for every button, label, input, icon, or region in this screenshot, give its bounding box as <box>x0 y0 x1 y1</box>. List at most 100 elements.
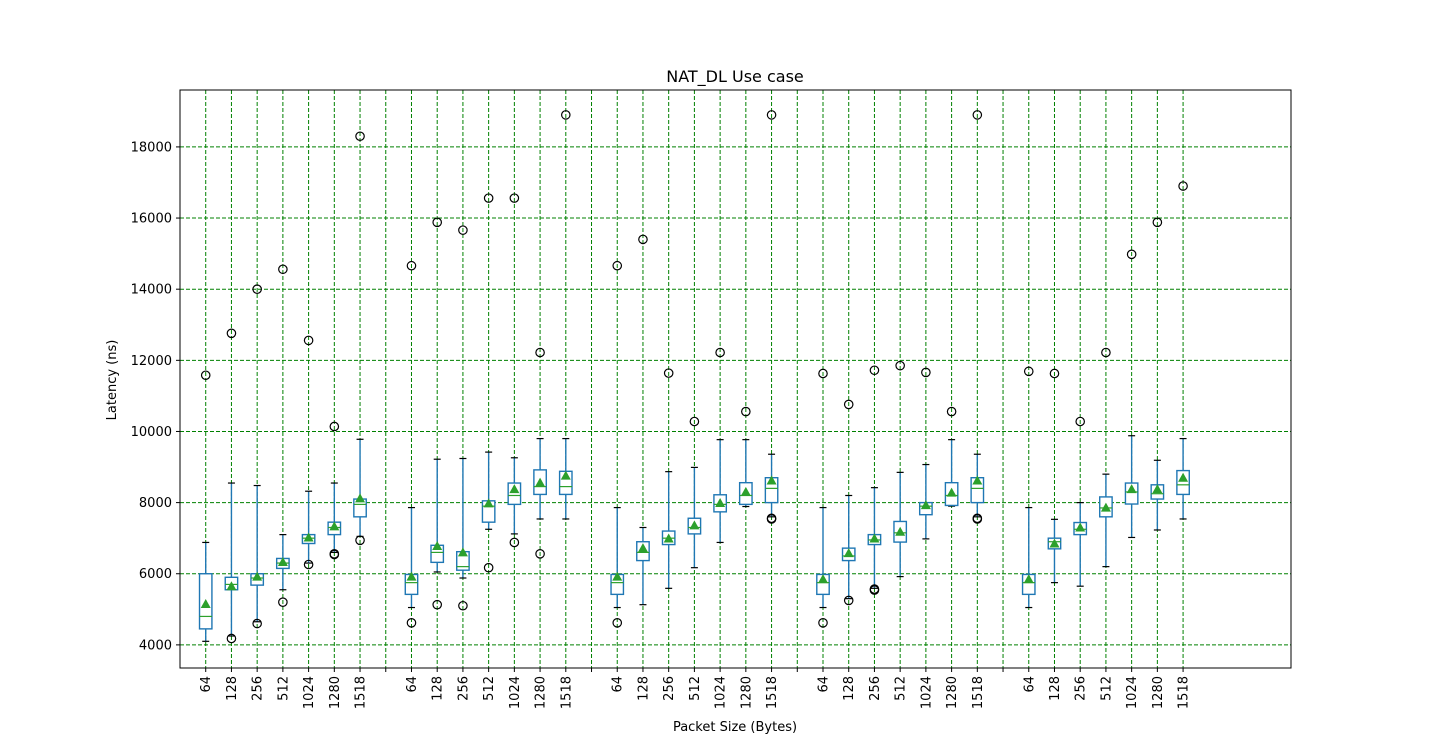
mean-marker <box>226 581 237 591</box>
box-128 <box>430 217 445 610</box>
mean-marker <box>535 477 546 487</box>
chart-title: NAT_DL Use case <box>666 67 804 87</box>
mean-marker <box>560 470 571 480</box>
outlier-point <box>946 406 957 417</box>
mean-marker <box>329 521 340 531</box>
mean-marker <box>457 547 468 557</box>
axes: 4000 6000 8000 10000 12000 14000 16000 18000 64 1… <box>131 89 1292 709</box>
plot-frame <box>179 89 1292 669</box>
outlier-point <box>406 618 417 628</box>
x-tick-label: 512 <box>276 676 291 701</box>
x-tick-label: 1280 <box>1151 676 1166 709</box>
mean-marker <box>303 532 314 542</box>
x-tick-label: 256 <box>1074 676 1089 701</box>
outlier-point <box>535 347 545 358</box>
outlier-point <box>329 549 340 559</box>
x-tick-label: 512 <box>482 676 497 701</box>
x-tick-label: 1518 <box>354 676 369 709</box>
outlier-point <box>252 284 262 294</box>
mean-marker <box>818 574 828 584</box>
mean-marker <box>277 557 288 567</box>
y-axis-title: Latency (ns) <box>105 340 120 421</box>
x-tick-label: 1024 <box>302 676 317 709</box>
outlier-point <box>303 559 314 570</box>
mean-marker <box>483 498 494 508</box>
mean-marker <box>869 533 880 543</box>
mean-marker <box>1049 538 1060 548</box>
outlier-point <box>483 562 494 573</box>
x-tick-label: 1024 <box>714 676 729 709</box>
box-1024 <box>713 347 728 544</box>
mean-marker <box>1100 502 1111 512</box>
outlier-point <box>509 193 520 203</box>
box-iqr <box>507 482 522 506</box>
outlier-point <box>458 600 468 611</box>
box-1518 <box>558 110 573 520</box>
outlier-point <box>1101 347 1111 358</box>
mean-marker <box>689 520 700 530</box>
x-tick-label: 64 <box>611 676 626 693</box>
x-tick-label: 1518 <box>1177 676 1192 709</box>
x-axis-title: Packet Size (Bytes) <box>673 720 797 735</box>
box-128 <box>1047 368 1062 584</box>
x-tick-label: 512 <box>1099 676 1114 701</box>
x-tick-label: 1024 <box>919 676 934 709</box>
mean-marker <box>972 475 983 485</box>
outlier-point <box>329 421 340 432</box>
x-tick-label: 1280 <box>739 676 754 709</box>
mean-marker <box>406 571 417 581</box>
outlier-point <box>1126 249 1137 260</box>
x-tick-label: 512 <box>688 676 703 701</box>
x-tick-label: 1518 <box>559 676 574 709</box>
x-tick-label: 256 <box>251 676 266 701</box>
x-tick-label: 64 <box>1022 676 1037 693</box>
box-1024 <box>918 367 933 540</box>
outlier-point <box>226 633 237 644</box>
mean-marker <box>663 533 674 543</box>
outlier-point <box>843 595 854 606</box>
x-tick-label: 64 <box>817 676 832 693</box>
outlier-point <box>689 416 700 427</box>
outlier-point <box>766 110 777 120</box>
box-512 <box>687 416 702 569</box>
outlier-point <box>1075 416 1085 427</box>
box-64 <box>404 260 419 628</box>
mean-marker <box>200 598 211 608</box>
outlier-point <box>303 335 314 346</box>
y-tick-label: 10000 <box>131 425 172 440</box>
y-tick-label: 8000 <box>139 496 172 511</box>
outlier-point <box>252 618 262 629</box>
x-tick-label: 128 <box>1048 676 1063 701</box>
box-iqr <box>1124 482 1139 505</box>
x-tick-label: 1280 <box>534 676 549 709</box>
box-256 <box>1073 416 1088 587</box>
x-tick-label: 256 <box>868 676 883 701</box>
mean-marker <box>637 543 648 553</box>
mean-marker <box>1075 522 1086 532</box>
outlier-point <box>535 549 545 559</box>
box-512 <box>275 264 290 607</box>
x-tick-label: 64 <box>199 676 214 693</box>
box-64 <box>198 370 213 642</box>
outlier-point <box>972 513 983 524</box>
box-128 <box>841 399 856 606</box>
x-tick-label: 256 <box>456 676 471 701</box>
grid-lines <box>180 90 1291 668</box>
box-256 <box>456 225 470 611</box>
x-tick-label: 1280 <box>328 676 343 709</box>
box-1518 <box>764 110 779 524</box>
mean-marker <box>1152 484 1163 494</box>
outlier-point <box>843 399 854 410</box>
outlier-point <box>1049 368 1060 379</box>
outlier-point <box>1178 181 1188 191</box>
mean-marker <box>612 571 623 581</box>
x-tick-label: 1518 <box>765 676 780 709</box>
mean-marker <box>509 484 520 494</box>
outlier-point <box>458 225 468 235</box>
outlier-point <box>972 110 983 120</box>
outlier-point <box>432 217 442 228</box>
outlier-point <box>715 347 725 358</box>
mean-marker <box>355 493 366 503</box>
box-512 <box>1099 347 1113 568</box>
